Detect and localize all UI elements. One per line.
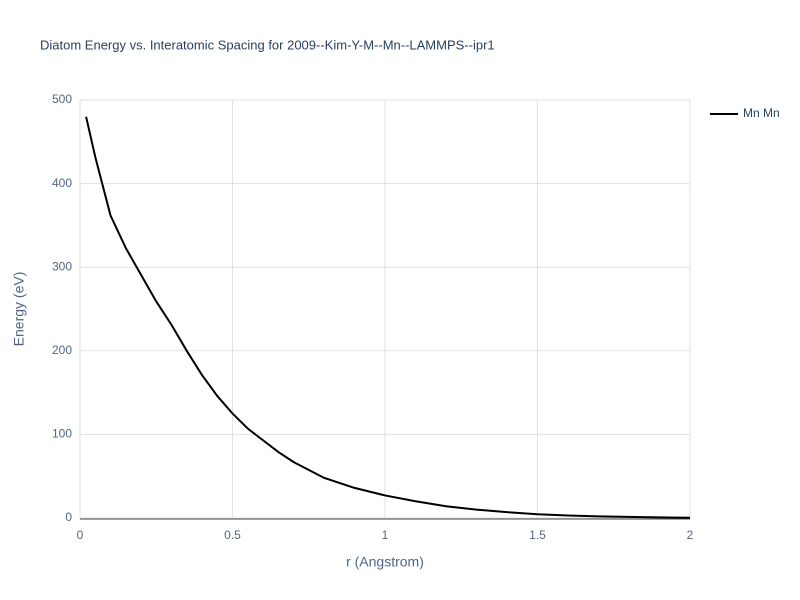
y-tick-label: 300	[52, 259, 72, 273]
x-tick-label: 2	[687, 528, 694, 542]
y-tick-label: 0	[65, 510, 72, 524]
x-tick-label: 0.5	[224, 528, 241, 542]
y-tick-label: 500	[52, 92, 72, 106]
y-axis-label: Energy (eV)	[11, 272, 27, 347]
y-tick-label: 200	[52, 343, 72, 357]
y-tick-label: 100	[52, 427, 72, 441]
legend-label: Mn Mn	[743, 106, 780, 120]
x-axis-label: r (Angstrom)	[346, 554, 424, 570]
x-tick-label: 1.5	[529, 528, 546, 542]
y-tick-label: 400	[52, 176, 72, 190]
chart-title: Diatom Energy vs. Interatomic Spacing fo…	[40, 37, 495, 52]
x-tick-label: 1	[382, 528, 389, 542]
data-line	[85, 116, 691, 519]
x-tick-label: 0	[77, 528, 84, 542]
